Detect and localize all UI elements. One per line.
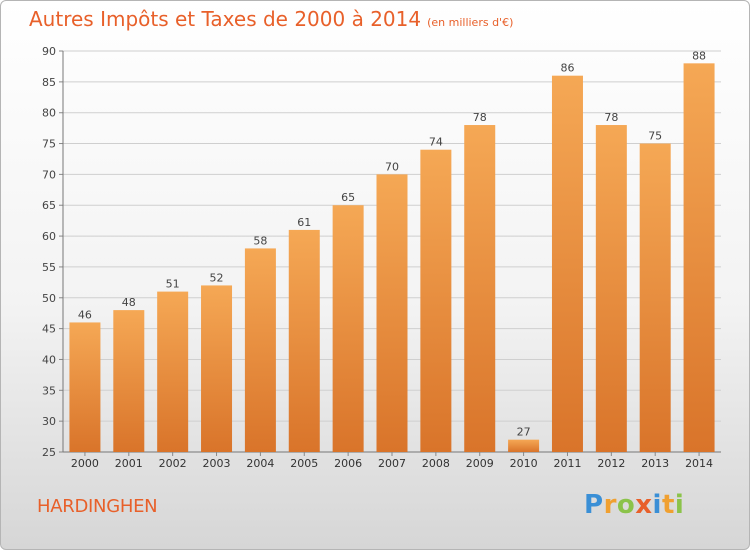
x-tick-label: 2011 — [553, 457, 581, 470]
data-label: 65 — [341, 191, 355, 204]
bar — [595, 125, 627, 453]
y-tick-label: 65 — [42, 199, 56, 212]
bar — [464, 125, 496, 453]
data-label: 52 — [210, 271, 224, 284]
bar — [508, 439, 540, 452]
x-tick-label: 2012 — [597, 457, 625, 470]
commune-name: HARDINGHEN — [37, 496, 158, 517]
logo-letter: o — [616, 490, 636, 520]
x-tick-label: 2009 — [466, 457, 494, 470]
bar — [683, 63, 715, 452]
bar — [376, 174, 408, 452]
bar — [113, 310, 145, 452]
x-tick-label: 2004 — [246, 457, 274, 470]
bar — [244, 248, 276, 452]
logo-letter: t — [661, 490, 675, 520]
bar — [288, 229, 320, 452]
data-label: 27 — [517, 426, 531, 439]
y-tick-label: 55 — [42, 261, 56, 274]
x-tick-label: 2000 — [71, 457, 99, 470]
logo-letter: r — [603, 490, 617, 520]
y-tick-label: 85 — [42, 76, 56, 89]
x-tick-label: 2013 — [641, 457, 669, 470]
proxiti-logo: Proxiti — [584, 490, 684, 520]
y-tick-label: 50 — [42, 292, 56, 305]
data-label: 75 — [648, 130, 662, 143]
data-label: 88 — [692, 49, 706, 62]
chart-title-text: Autres Impôts et Taxes de 2000 à 2014 — [29, 7, 422, 31]
bar — [157, 291, 189, 452]
y-tick-label: 40 — [42, 353, 56, 366]
data-label: 78 — [473, 111, 487, 124]
x-tick-label: 2010 — [510, 457, 538, 470]
data-label: 46 — [78, 308, 92, 321]
bar — [639, 143, 671, 453]
y-tick-label: 70 — [42, 168, 56, 181]
bar — [201, 285, 233, 452]
data-label: 58 — [253, 234, 267, 247]
data-label: 48 — [122, 296, 136, 309]
data-label: 74 — [429, 136, 443, 149]
bar — [420, 149, 452, 452]
y-tick-label: 90 — [42, 45, 56, 58]
y-tick-label: 35 — [42, 384, 56, 397]
data-label: 70 — [385, 160, 399, 173]
x-tick-label: 2007 — [378, 457, 406, 470]
x-tick-label: 2002 — [159, 457, 187, 470]
y-tick-label: 75 — [42, 138, 56, 151]
chart-subtitle: (en milliers d'€) — [427, 16, 514, 29]
y-tick-label: 80 — [42, 107, 56, 120]
x-tick-label: 2005 — [290, 457, 318, 470]
data-label: 61 — [297, 216, 311, 229]
y-tick-label: 30 — [42, 415, 56, 428]
data-label: 51 — [166, 278, 180, 291]
chart-title: Autres Impôts et Taxes de 2000 à 2014 (en… — [29, 7, 513, 31]
y-tick-label: 45 — [42, 323, 56, 336]
x-tick-label: 2003 — [203, 457, 231, 470]
bar — [69, 322, 101, 452]
logo-letter: P — [584, 490, 604, 520]
bar-chart: 25 30 35 40 45 50 55 60 65 70 75 80 85 90 46 2000 48 2001… — [42, 45, 721, 470]
x-tick-label: 2008 — [422, 457, 450, 470]
y-tick-label: 60 — [42, 230, 56, 243]
x-tick-label: 2001 — [115, 457, 143, 470]
bar — [332, 205, 364, 452]
logo-letter: i — [674, 490, 685, 520]
data-label: 78 — [604, 111, 618, 124]
data-label: 86 — [560, 62, 574, 75]
bar — [551, 75, 583, 452]
x-tick-label: 2006 — [334, 457, 362, 470]
x-tick-label: 2014 — [685, 457, 713, 470]
y-tick-label: 25 — [42, 446, 56, 459]
logo-letter: i — [652, 490, 662, 520]
logo-letter: x — [635, 490, 653, 520]
